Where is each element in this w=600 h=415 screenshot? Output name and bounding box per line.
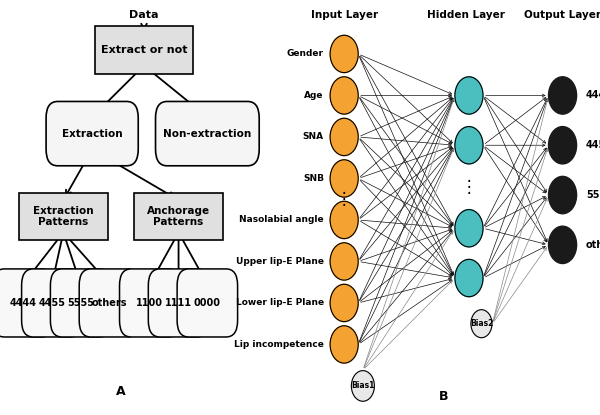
Text: A: A: [116, 386, 126, 398]
Circle shape: [548, 127, 577, 164]
Circle shape: [548, 226, 577, 264]
Text: Age: Age: [304, 91, 324, 100]
Text: Non-extraction: Non-extraction: [163, 129, 251, 139]
FancyBboxPatch shape: [148, 269, 209, 337]
Text: 4444: 4444: [586, 90, 600, 100]
FancyBboxPatch shape: [177, 269, 238, 337]
Text: SNB: SNB: [303, 174, 324, 183]
Text: 1111: 1111: [165, 298, 192, 308]
Circle shape: [330, 326, 358, 363]
Circle shape: [352, 371, 374, 401]
FancyBboxPatch shape: [79, 269, 140, 337]
Text: others: others: [92, 298, 127, 308]
Text: Anchorage
Patterns: Anchorage Patterns: [147, 206, 210, 227]
Text: Hidden Layer: Hidden Layer: [427, 10, 505, 20]
FancyBboxPatch shape: [0, 269, 53, 337]
Text: Bias1: Bias1: [351, 381, 374, 391]
Text: Nasolabial angle: Nasolabial angle: [239, 215, 324, 225]
Text: ⋮: ⋮: [336, 190, 352, 208]
Circle shape: [548, 77, 577, 114]
Text: Lip incompetence: Lip incompetence: [234, 340, 324, 349]
FancyBboxPatch shape: [155, 101, 259, 166]
Text: Output Layer: Output Layer: [524, 10, 600, 20]
FancyBboxPatch shape: [46, 101, 138, 166]
FancyBboxPatch shape: [119, 269, 180, 337]
Circle shape: [455, 210, 483, 247]
Circle shape: [330, 160, 358, 197]
Circle shape: [548, 176, 577, 214]
Circle shape: [471, 310, 492, 338]
Circle shape: [455, 127, 483, 164]
Text: others: others: [586, 240, 600, 250]
Text: Data: Data: [129, 10, 159, 20]
Text: 0000: 0000: [194, 298, 221, 308]
Circle shape: [330, 243, 358, 280]
Circle shape: [330, 284, 358, 322]
FancyBboxPatch shape: [50, 269, 111, 337]
Text: 4455: 4455: [586, 140, 600, 150]
Text: Extraction
Patterns: Extraction Patterns: [33, 206, 94, 227]
Text: ⋮: ⋮: [461, 178, 477, 196]
Text: Bias2: Bias2: [470, 319, 493, 328]
Text: Input Layer: Input Layer: [311, 10, 378, 20]
Text: 4444: 4444: [10, 298, 37, 308]
Text: B: B: [439, 390, 449, 403]
Circle shape: [455, 259, 483, 297]
FancyBboxPatch shape: [95, 26, 193, 74]
Text: Extraction: Extraction: [62, 129, 122, 139]
Text: Gender: Gender: [287, 49, 324, 59]
FancyBboxPatch shape: [22, 269, 82, 337]
Text: 5555: 5555: [67, 298, 94, 308]
Text: 1100: 1100: [136, 298, 163, 308]
Circle shape: [330, 35, 358, 73]
Text: 4455: 4455: [38, 298, 65, 308]
Text: Upper lip-E Plane: Upper lip-E Plane: [236, 257, 324, 266]
Text: Extract or not: Extract or not: [101, 45, 187, 55]
Circle shape: [330, 118, 358, 156]
Text: 5555: 5555: [586, 190, 600, 200]
Circle shape: [455, 77, 483, 114]
Circle shape: [330, 201, 358, 239]
FancyBboxPatch shape: [19, 193, 108, 240]
Circle shape: [330, 77, 358, 114]
FancyBboxPatch shape: [134, 193, 223, 240]
Text: Lower lip-E Plane: Lower lip-E Plane: [236, 298, 324, 308]
Text: SNA: SNA: [303, 132, 324, 142]
